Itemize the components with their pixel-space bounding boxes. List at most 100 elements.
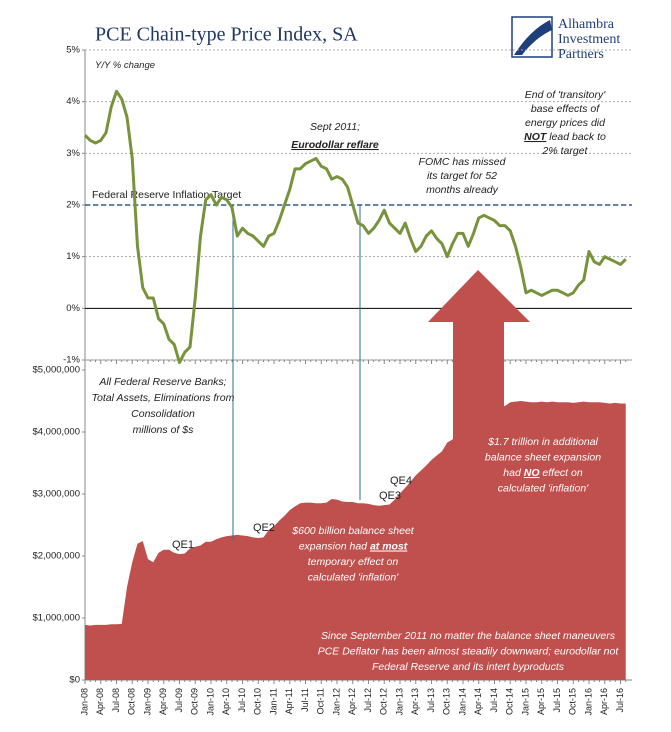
annotation-text: QE4 bbox=[390, 475, 412, 487]
y-tick-label: $0 bbox=[69, 675, 80, 686]
annotation-text: had bbox=[503, 467, 523, 479]
x-tick-label: Jul-13 bbox=[426, 688, 436, 713]
annotation: Since September 2011 no matter the balan… bbox=[321, 630, 616, 642]
x-tick-label: Jul-15 bbox=[552, 688, 562, 713]
arrow bbox=[428, 270, 530, 455]
x-tick-label: Jan-15 bbox=[520, 688, 530, 716]
annotation: 2% target bbox=[542, 145, 589, 157]
annotation-text: months already bbox=[426, 184, 499, 196]
x-tick-label: Oct-09 bbox=[190, 688, 200, 715]
x-tick-label: Apr-10 bbox=[221, 688, 231, 715]
annotation-text: NOT bbox=[524, 131, 548, 143]
annotation: FOMC has missed bbox=[419, 156, 507, 168]
annotation: End of 'transitory' bbox=[525, 89, 606, 101]
annotation-text: Consolidation bbox=[131, 408, 195, 420]
x-tick-label: Jan-09 bbox=[142, 688, 152, 716]
y-tick-label: -1% bbox=[63, 355, 80, 366]
x-tick-label: Jul-16 bbox=[615, 688, 625, 713]
x-tick-label: Jul-09 bbox=[174, 688, 184, 713]
y-tick-label: $2,000,000 bbox=[32, 551, 80, 562]
annotation-text: $1.7 trillion in additional bbox=[487, 436, 598, 448]
annotation-text: $600 billion balance sheet bbox=[291, 525, 415, 537]
annotation-text: its target for 52 bbox=[427, 170, 497, 182]
x-tick-label: Jul-08 bbox=[111, 688, 121, 713]
y-tick-label: 3% bbox=[66, 148, 80, 159]
x-tick-label: Jan-13 bbox=[394, 688, 404, 716]
x-tick-label: Oct-15 bbox=[568, 688, 578, 715]
x-tick-label: Apr-13 bbox=[410, 688, 420, 715]
annotation-text: All Federal Reserve Banks; bbox=[98, 376, 226, 388]
annotation: Consolidation bbox=[131, 408, 195, 420]
x-tick-label: Oct-13 bbox=[442, 688, 452, 715]
x-tick-label: Oct-14 bbox=[505, 688, 515, 715]
x-tick-label: Jul-11 bbox=[300, 688, 310, 712]
data-line bbox=[83, 89, 627, 365]
x-tick-label: Oct-08 bbox=[127, 688, 137, 715]
annotation-text: at most bbox=[370, 540, 408, 552]
annotation: calculated 'inflation' bbox=[498, 482, 589, 494]
annotation: Y/Y % change bbox=[95, 60, 155, 71]
annotation-text: expansion had bbox=[299, 540, 370, 552]
chart-title: PCE Chain-type Price Index, SA bbox=[95, 24, 358, 46]
annotation: Federal Reserve and its intert byproduct… bbox=[372, 661, 565, 673]
annotation-text: balance sheet expansion bbox=[485, 451, 601, 463]
annotation-text: base effects of bbox=[531, 103, 600, 115]
annotation: All Federal Reserve Banks; bbox=[98, 376, 226, 388]
annotation-text: Sept 2011; bbox=[310, 121, 360, 133]
x-tick-label: Apr-08 bbox=[95, 688, 105, 715]
annotation: calculated 'inflation' bbox=[308, 571, 399, 583]
annotation: Eurodollar reflare bbox=[291, 139, 379, 151]
annotation: QE3 bbox=[379, 490, 401, 502]
annotation: Sept 2011; bbox=[310, 121, 360, 133]
annotation: $1.7 trillion in additional bbox=[487, 436, 598, 448]
annotation: Total Assets, Eliminations from bbox=[92, 392, 235, 404]
annotation: energy prices did bbox=[525, 117, 606, 129]
y-tick-label: 1% bbox=[66, 251, 80, 262]
logo: Alhambra Investment Partners bbox=[511, 16, 620, 62]
x-tick-label: Apr-12 bbox=[347, 688, 357, 715]
y-tick-label: $3,000,000 bbox=[32, 489, 80, 500]
annotation-text: 2% target bbox=[542, 145, 589, 157]
x-tick-label: Apr-14 bbox=[473, 688, 483, 715]
annotation: NOT lead back to bbox=[524, 131, 606, 143]
x-tick-label: Oct-11 bbox=[316, 688, 326, 714]
annotation-text: Eurodollar reflare bbox=[291, 139, 379, 151]
y-tick-label: $5,000,000 bbox=[32, 365, 80, 376]
annotation: its target for 52 bbox=[427, 170, 497, 182]
y-tick-label: 0% bbox=[66, 303, 80, 314]
logo-text: Partners bbox=[558, 47, 604, 62]
y-tick-label: $4,000,000 bbox=[32, 427, 80, 438]
annotation: $600 billion balance sheet bbox=[291, 525, 415, 537]
annotation-text: QE1 bbox=[172, 539, 194, 551]
logo-mark bbox=[514, 20, 552, 55]
annotation-text: calculated 'inflation' bbox=[308, 571, 399, 583]
annotation-text: QE3 bbox=[379, 490, 401, 502]
data-area bbox=[85, 401, 626, 680]
logo-text: Alhambra bbox=[558, 17, 615, 32]
annotation: QE2 bbox=[253, 522, 275, 534]
x-tick-label: Apr-11 bbox=[284, 688, 294, 714]
annotation-text: millions of $s bbox=[133, 424, 194, 436]
target-label: Federal Reserve Inflation Target bbox=[92, 189, 241, 201]
x-tick-label: Apr-09 bbox=[158, 688, 168, 715]
x-tick-label: Apr-16 bbox=[599, 688, 609, 715]
logo-text: Investment bbox=[558, 32, 620, 47]
annotation-text: End of 'transitory' bbox=[525, 89, 606, 101]
annotation: temporary effect on bbox=[308, 556, 399, 568]
x-tick-label: Jul-12 bbox=[363, 688, 373, 713]
annotation: balance sheet expansion bbox=[485, 451, 601, 463]
annotation: millions of $s bbox=[133, 424, 194, 436]
x-tick-label: Jan-10 bbox=[205, 688, 215, 716]
annotation: PCE Deflator has been almost steadily do… bbox=[318, 645, 620, 657]
x-tick-label: Oct-12 bbox=[379, 688, 389, 715]
annotation-text: Federal Reserve and its intert byproduct… bbox=[372, 661, 565, 673]
y-tick-label: $1,000,000 bbox=[32, 613, 80, 624]
x-tick-label: Jan-14 bbox=[457, 688, 467, 716]
x-tick-label: Jan-16 bbox=[583, 688, 593, 716]
y-tick-label: 2% bbox=[66, 200, 80, 211]
annotation-text: lead back to bbox=[546, 131, 606, 143]
annotation-text: Since September 2011 no matter the balan… bbox=[321, 630, 616, 642]
annotation-text: calculated 'inflation' bbox=[498, 482, 589, 494]
annotation: had NO effect on bbox=[503, 467, 583, 479]
